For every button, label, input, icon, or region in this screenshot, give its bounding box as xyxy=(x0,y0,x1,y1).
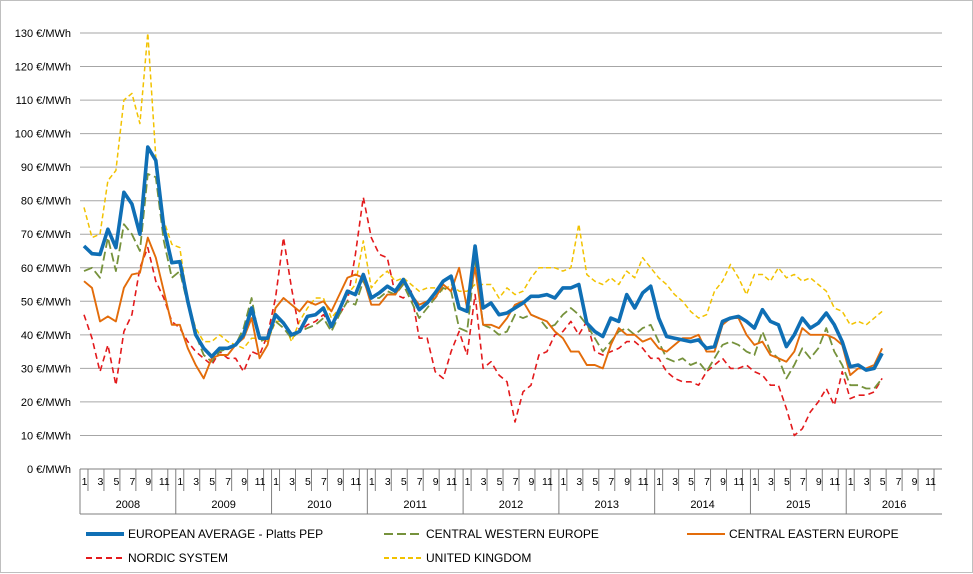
x-month-label: 9 xyxy=(912,476,918,488)
x-year-label: 2010 xyxy=(307,499,331,511)
x-month-label: 5 xyxy=(880,476,886,488)
x-month-label: 1 xyxy=(752,476,758,488)
x-month-label: 1 xyxy=(82,476,88,488)
x-month-label: 9 xyxy=(433,476,439,488)
y-tick-label: 10 €/MWh xyxy=(21,430,71,442)
x-year-label: 2015 xyxy=(786,499,810,511)
x-month-label: 7 xyxy=(225,476,231,488)
x-month-label: 7 xyxy=(704,476,710,488)
x-month-label: 5 xyxy=(113,476,119,488)
x-month-label: 9 xyxy=(337,476,343,488)
y-tick-label: 20 €/MWh xyxy=(21,397,71,409)
series-line-4 xyxy=(83,32,883,350)
series-line-3 xyxy=(83,196,883,437)
x-year-label: 2008 xyxy=(116,499,140,511)
x-month-label: 3 xyxy=(481,476,487,488)
y-tick-label: 90 €/MWh xyxy=(21,162,71,174)
y-tick-label: 110 €/MWh xyxy=(16,95,71,107)
legend: EUROPEAN AVERAGE - Platts PEP CENTRAL WES… xyxy=(86,527,899,565)
series-line-1 xyxy=(83,172,883,390)
x-year-label: 2016 xyxy=(882,499,906,511)
x-month-label: 11 xyxy=(159,476,170,488)
x-month-label: 9 xyxy=(145,476,151,488)
y-axis-tick-labels: 0 €/MWh 10 €/MWh 20 €/MWh 30 €/MWh 40 €/MWh 5… xyxy=(15,28,71,476)
x-month-label: 1 xyxy=(465,476,471,488)
legend-label: CENTRAL EASTERN EUROPE xyxy=(729,527,899,541)
x-month-label: 7 xyxy=(513,476,519,488)
y-tick-label: 120 €/MWh xyxy=(15,62,71,74)
x-month-label: 1 xyxy=(560,476,566,488)
y-tick-label: 60 €/MWh xyxy=(21,263,71,275)
legend-label: CENTRAL WESTERN EUROPE xyxy=(426,527,599,541)
x-month-label: 5 xyxy=(401,476,407,488)
x-month-label: 11 xyxy=(925,476,936,488)
x-year-label: 2013 xyxy=(595,499,619,511)
y-tick-label: 100 €/MWh xyxy=(15,129,71,141)
x-month-label: 1 xyxy=(177,476,183,488)
x-month-label: 9 xyxy=(624,476,630,488)
x-month-label: 1 xyxy=(369,476,375,488)
x-year-label: 2014 xyxy=(690,499,714,511)
x-month-label: 11 xyxy=(255,476,266,488)
y-tick-label: 40 €/MWh xyxy=(21,330,71,342)
x-month-label: 3 xyxy=(864,476,870,488)
x-month-label: 7 xyxy=(417,476,423,488)
y-tick-label: 80 €/MWh xyxy=(21,196,71,208)
x-month-label: 11 xyxy=(734,476,745,488)
x-month-label: 3 xyxy=(289,476,295,488)
x-month-label: 7 xyxy=(129,476,135,488)
x-month-label: 1 xyxy=(656,476,662,488)
series-line-0 xyxy=(82,145,884,372)
x-month-label: 3 xyxy=(576,476,582,488)
x-month-label: 3 xyxy=(193,476,199,488)
x-month-label: 11 xyxy=(542,476,553,488)
x-month-label: 9 xyxy=(720,476,726,488)
x-year-label: 2009 xyxy=(211,499,235,511)
x-month-label: 11 xyxy=(638,476,649,488)
x-month-label: 5 xyxy=(688,476,694,488)
x-month-label: 5 xyxy=(497,476,503,488)
x-year-label: 2012 xyxy=(499,499,523,511)
x-month-label: 11 xyxy=(829,476,840,488)
y-tick-label: 30 €/MWh xyxy=(21,363,71,375)
legend-label: UNITED KINGDOM xyxy=(426,551,531,565)
x-month-label: 11 xyxy=(350,476,361,488)
x-year-label: 2011 xyxy=(403,499,427,511)
series-line-2 xyxy=(83,236,883,380)
x-month-label: 7 xyxy=(896,476,902,488)
x-month-label: 3 xyxy=(385,476,391,488)
series-lines xyxy=(82,32,884,437)
x-month-label: 5 xyxy=(784,476,790,488)
legend-label: EUROPEAN AVERAGE - Platts PEP xyxy=(128,527,323,541)
y-tick-label: 50 €/MWh xyxy=(21,296,71,308)
x-month-label: 5 xyxy=(305,476,311,488)
x-month-label: 7 xyxy=(800,476,806,488)
y-tick-label: 0 €/MWh xyxy=(27,464,71,476)
x-month-label: 5 xyxy=(209,476,215,488)
x-month-label: 9 xyxy=(241,476,247,488)
x-month-label: 11 xyxy=(446,476,457,488)
x-month-label: 9 xyxy=(816,476,822,488)
x-month-label: 3 xyxy=(672,476,678,488)
y-tick-label: 130 €/MWh xyxy=(15,28,71,40)
y-tick-label: 70 €/MWh xyxy=(21,229,71,241)
x-month-label: 7 xyxy=(321,476,327,488)
grid-lines xyxy=(80,32,942,436)
x-month-label: 1 xyxy=(848,476,854,488)
x-month-label: 3 xyxy=(98,476,104,488)
legend-label: NORDIC SYSTEM xyxy=(128,551,228,565)
x-month-label: 1 xyxy=(273,476,279,488)
x-month-label: 3 xyxy=(768,476,774,488)
x-month-label: 9 xyxy=(529,476,535,488)
x-month-label: 7 xyxy=(608,476,614,488)
x-month-label: 5 xyxy=(592,476,598,488)
